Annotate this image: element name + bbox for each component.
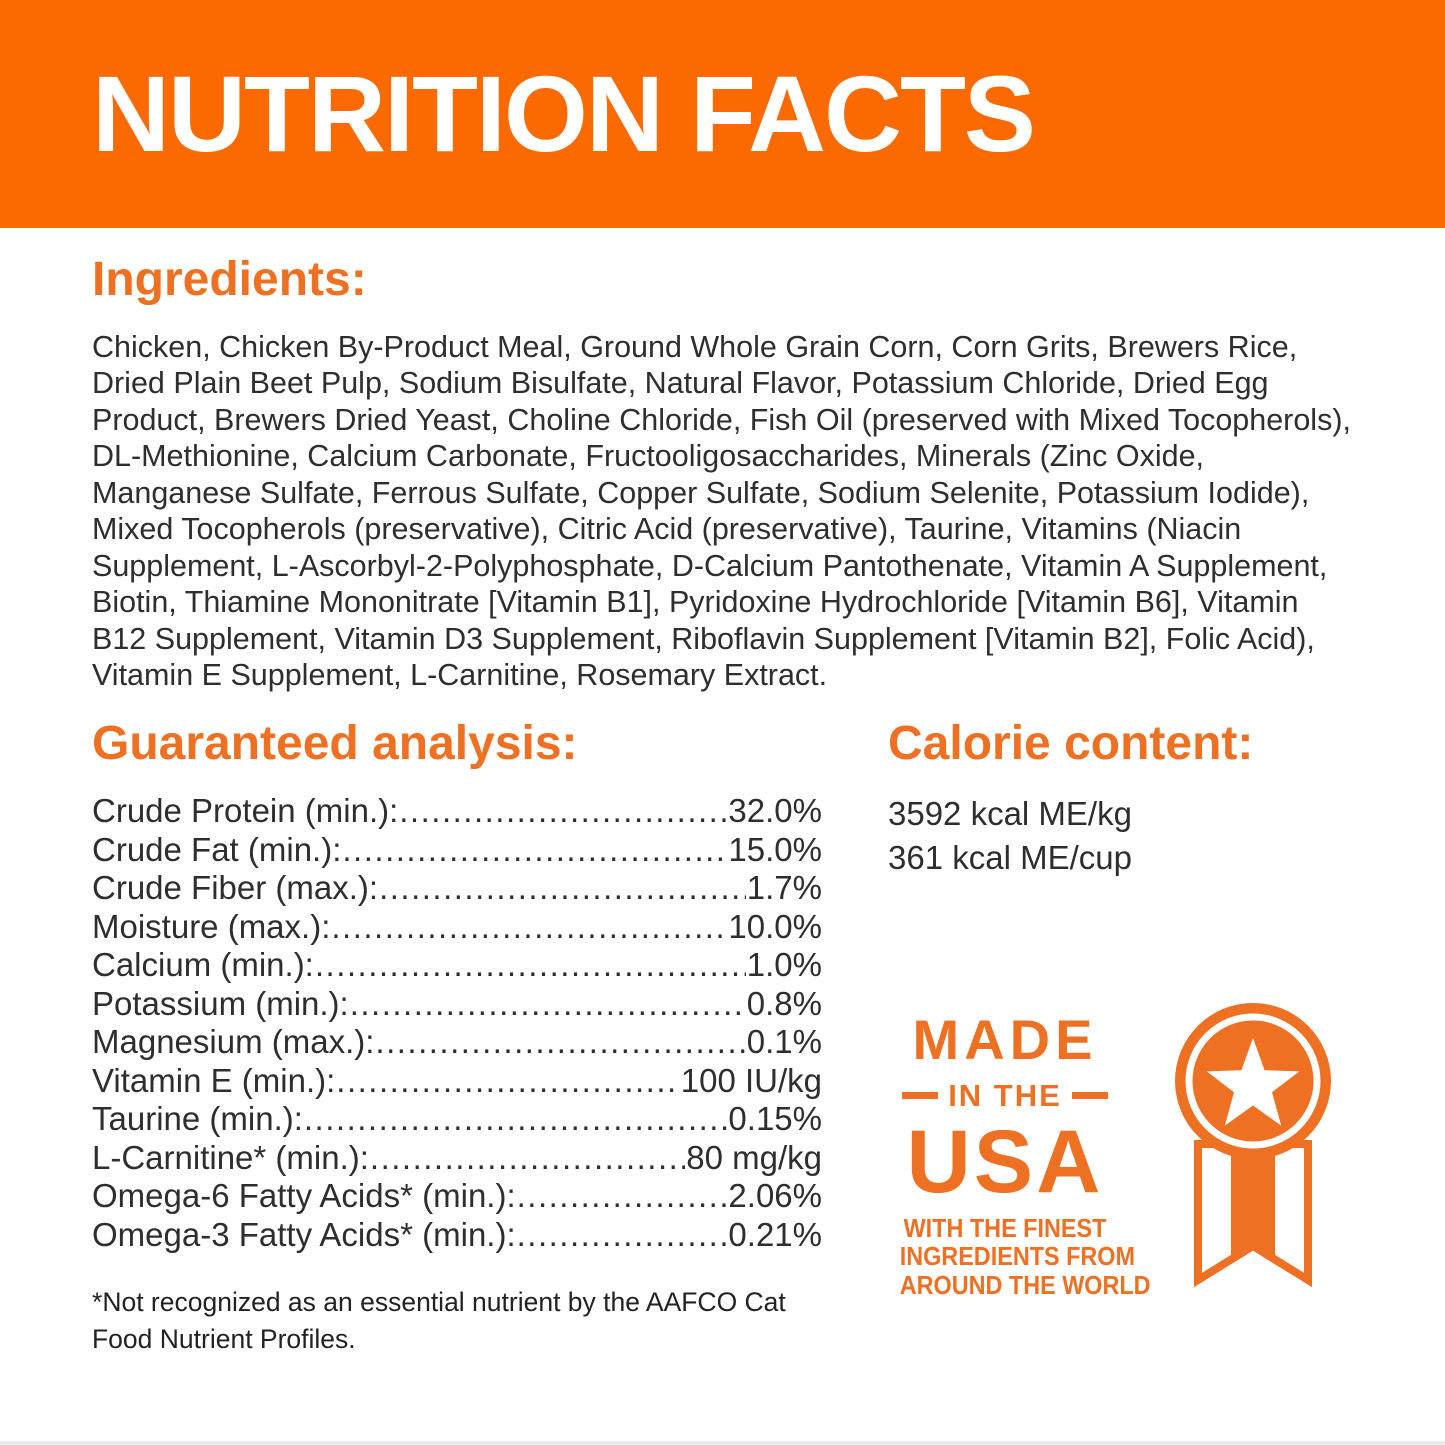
in-the-word: IN THE — [948, 1078, 1062, 1114]
analysis-label: Vitamin E (min.): — [92, 1061, 336, 1099]
guaranteed-analysis-list: Crude Protein (min.): 32.0% Crude Fat (mi… — [92, 792, 822, 1254]
ingredients-text: Chicken, Chicken By-Product Meal, Ground… — [92, 329, 1351, 693]
dotted-leader — [517, 1177, 728, 1216]
analysis-row: Taurine (min.): 0.15% — [92, 1100, 822, 1139]
analysis-value: 0.21% — [728, 1215, 822, 1253]
ingredients-section: Ingredients: Chicken, Chicken By-Product… — [92, 252, 1355, 694]
analysis-label: L-Carnitine* (min.): — [92, 1138, 369, 1176]
guaranteed-analysis-heading: Guaranteed analysis: — [92, 716, 578, 770]
award-ribbon-icon — [1175, 1003, 1331, 1288]
tagline-line: AROUND THE WORLD — [899, 1269, 1151, 1300]
dotted-leader — [331, 908, 727, 947]
usa-tagline: WITH THE FINEST INGREDIENTS FROM AROUND … — [899, 1212, 1151, 1300]
analysis-value: 10.0% — [728, 907, 822, 945]
made-in-usa-badge: MADE IN THE USA WITH THE FINEST INGREDIE… — [888, 996, 1355, 1299]
analysis-label: Moisture (max.): — [92, 907, 331, 945]
analysis-row: Omega-6 Fatty Acids* (min.): 2.06% — [92, 1177, 822, 1216]
analysis-value: 1.7% — [746, 869, 822, 907]
dotted-leader — [350, 985, 746, 1024]
analysis-row: Calcium (min.): 1.0% — [92, 946, 822, 985]
analysis-label: Taurine (min.): — [92, 1100, 303, 1138]
analysis-label: Calcium (min.): — [92, 946, 314, 984]
analysis-label: Magnesium (max.): — [92, 1023, 375, 1061]
ingredients-heading: Ingredients: — [92, 253, 367, 306]
analysis-label: Omega-3 Fatty Acids* (min.): — [92, 1215, 516, 1253]
made-word: MADE — [912, 1008, 1098, 1072]
analysis-label: Crude Protein (min.): — [92, 792, 399, 830]
usa-word: USA — [906, 1111, 1104, 1212]
analysis-row: Potassium (min.): 0.8% — [92, 985, 822, 1024]
analysis-value: 0.1% — [746, 1023, 822, 1061]
calorie-line-cup: 361 kcal ME/cup — [888, 839, 1132, 877]
analysis-row: Moisture (max.): 10.0% — [92, 908, 822, 947]
tagline-line: INGREDIENTS FROM — [899, 1241, 1136, 1272]
analysis-value: 0.15% — [728, 1100, 822, 1138]
analysis-value: 0.8% — [746, 984, 822, 1022]
analysis-row: Magnesium (max.): 0.1% — [92, 1023, 822, 1062]
analysis-row: Crude Fat (min.): 15.0% — [92, 831, 822, 870]
analysis-label: Potassium (min.): — [92, 984, 349, 1022]
dotted-leader — [517, 1216, 728, 1255]
columns: Guaranteed analysis: Crude Protein (min.… — [92, 716, 1355, 1359]
tagline-line: WITH THE FINEST — [903, 1212, 1107, 1243]
analysis-label: Crude Fat (min.): — [92, 830, 342, 868]
banner: NUTRITION FACTS — [0, 0, 1445, 228]
analysis-row: Vitamin E (min.): 100 IU/kg — [92, 1062, 822, 1101]
label-content: Ingredients: Chicken, Chicken By-Product… — [0, 228, 1445, 1358]
analysis-value: 15.0% — [728, 830, 822, 868]
analysis-row: Omega-3 Fatty Acids* (min.): 0.21% — [92, 1216, 822, 1255]
calorie-content-section: Calorie content: 3592 kcal ME/kg 361 kca… — [888, 716, 1355, 1300]
made-in-usa-text: MADE IN THE USA WITH THE FINEST INGREDIE… — [888, 1008, 1151, 1300]
analysis-value: 100 IU/kg — [680, 1061, 822, 1099]
analysis-value: 80 mg/kg — [686, 1138, 822, 1176]
calorie-line-kg: 3592 kcal ME/kg — [888, 795, 1132, 833]
dotted-leader — [336, 1062, 679, 1101]
dotted-leader — [375, 1023, 745, 1062]
dotted-leader — [370, 1139, 685, 1178]
calorie-content-heading: Calorie content: — [888, 716, 1254, 770]
analysis-label: Crude Fiber (max.): — [92, 869, 379, 907]
dotted-leader — [342, 831, 727, 870]
dotted-leader — [399, 792, 727, 831]
analysis-value: 2.06% — [728, 1177, 822, 1215]
analysis-value: 32.0% — [728, 792, 822, 830]
dotted-leader — [379, 869, 746, 908]
guaranteed-analysis-section: Guaranteed analysis: Crude Protein (min.… — [92, 716, 822, 1359]
analysis-row: Crude Fiber (max.): 1.7% — [92, 869, 822, 908]
analysis-row: Crude Protein (min.): 32.0% — [92, 792, 822, 831]
analysis-label: Omega-6 Fatty Acids* (min.): — [92, 1177, 516, 1215]
analysis-row: L-Carnitine* (min.): 80 mg/kg — [92, 1139, 822, 1178]
dash-left — [902, 1092, 939, 1100]
dotted-leader — [315, 946, 746, 985]
in-the-row: IN THE — [888, 1080, 1122, 1111]
dash-right — [1071, 1092, 1108, 1100]
dotted-leader — [304, 1100, 728, 1139]
aafco-footnote: *Not recognized as an essential nutrient… — [92, 1287, 786, 1355]
page-title: NUTRITION FACTS — [92, 53, 1036, 174]
analysis-value: 1.0% — [746, 946, 822, 984]
